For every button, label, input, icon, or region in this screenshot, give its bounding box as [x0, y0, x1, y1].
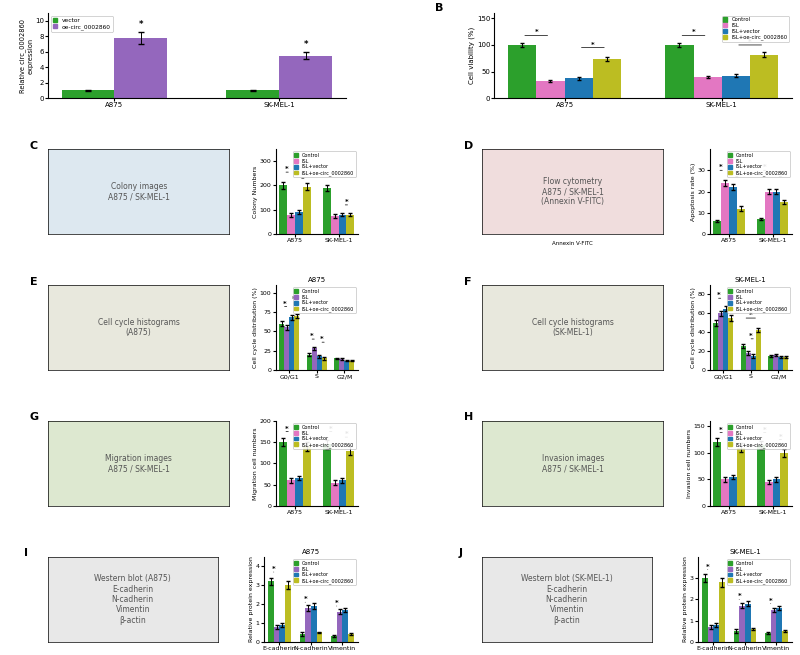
Text: *: *: [345, 199, 348, 205]
Bar: [322, 358, 326, 370]
Y-axis label: Colony Numbers: Colony Numbers: [254, 166, 258, 217]
Text: *: *: [138, 20, 143, 29]
Text: *: *: [735, 171, 738, 177]
Bar: [290, 318, 294, 370]
Bar: [294, 316, 299, 370]
Text: F: F: [464, 276, 471, 286]
Bar: [279, 324, 284, 370]
Bar: [279, 185, 287, 234]
Bar: [226, 90, 279, 98]
Bar: [741, 346, 746, 370]
Text: Colony images
A875 / SK-MEL-1: Colony images A875 / SK-MEL-1: [108, 182, 170, 201]
Bar: [714, 442, 721, 506]
Text: *: *: [591, 42, 594, 48]
Text: C: C: [30, 141, 38, 151]
Y-axis label: Relative circ_0002860
expression: Relative circ_0002860 expression: [20, 18, 34, 92]
Text: H: H: [464, 413, 473, 422]
Text: Cell cycle histograms
(A875): Cell cycle histograms (A875): [98, 318, 180, 337]
Legend: Control, ISL, ISL+vector, ISL+oe-circ_0002860: Control, ISL, ISL+vector, ISL+oe-circ_00…: [293, 151, 355, 178]
Text: *: *: [719, 426, 723, 433]
Title: SK-MEL-1: SK-MEL-1: [735, 277, 766, 283]
Text: Western blot (A875)
E-cadherin
N-cadherin
Vimentin
β-actin: Western blot (A875) E-cadherin N-cadheri…: [94, 574, 171, 625]
Bar: [739, 606, 745, 642]
Bar: [773, 191, 781, 234]
Text: G: G: [30, 413, 39, 422]
Text: Invasion images
A875 / SK-MEL-1: Invasion images A875 / SK-MEL-1: [542, 454, 604, 473]
Bar: [593, 59, 621, 98]
Text: *: *: [769, 597, 773, 604]
Legend: Control, ISL, ISL+vector, ISL+oe-circ_0002860: Control, ISL, ISL+vector, ISL+oe-circ_00…: [726, 559, 790, 585]
Text: *: *: [320, 336, 323, 342]
Text: Western blot (SK-MEL-1)
E-cadherin
N-cadherin
Vimentin
β-actin: Western blot (SK-MEL-1) E-cadherin N-cad…: [521, 574, 613, 625]
Bar: [746, 353, 750, 370]
Bar: [723, 309, 728, 370]
Text: *: *: [335, 600, 338, 606]
Legend: Control, ISL, ISL+vector, ISL+oe-circ_0002860: Control, ISL, ISL+vector, ISL+oe-circ_00…: [726, 288, 790, 313]
Bar: [702, 578, 708, 642]
Text: *: *: [717, 292, 720, 298]
Title: A875: A875: [302, 549, 320, 555]
Bar: [337, 612, 342, 642]
Bar: [338, 215, 346, 234]
Bar: [708, 627, 714, 642]
Text: *: *: [329, 426, 333, 432]
Bar: [330, 483, 338, 506]
Text: *: *: [763, 164, 766, 170]
Bar: [330, 215, 338, 234]
Text: *: *: [345, 431, 348, 437]
Legend: Control, ISL, ISL+vector, ISL+oe-circ_0002860: Control, ISL, ISL+vector, ISL+oe-circ_00…: [726, 423, 790, 449]
Bar: [279, 56, 332, 98]
Text: *: *: [534, 29, 538, 35]
Y-axis label: Cell cycle distribution (%): Cell cycle distribution (%): [691, 287, 696, 368]
Bar: [714, 221, 721, 234]
Bar: [721, 479, 729, 506]
Bar: [274, 627, 279, 642]
Text: *: *: [282, 301, 286, 307]
Bar: [718, 313, 723, 370]
Bar: [765, 482, 773, 506]
Text: *: *: [303, 41, 308, 49]
Bar: [750, 54, 778, 98]
Bar: [536, 81, 565, 98]
Bar: [307, 354, 312, 370]
Bar: [757, 445, 765, 506]
Bar: [719, 582, 725, 642]
Text: B: B: [435, 3, 443, 13]
Text: *: *: [735, 434, 738, 440]
Text: *: *: [738, 593, 741, 599]
Y-axis label: Migration cell numbers: Migration cell numbers: [254, 427, 258, 500]
Bar: [781, 202, 788, 234]
Bar: [323, 188, 330, 234]
Bar: [729, 477, 737, 506]
Bar: [303, 447, 310, 506]
Text: Migration images
A875 / SK-MEL-1: Migration images A875 / SK-MEL-1: [106, 454, 172, 473]
Y-axis label: Cell cycle distribution (%): Cell cycle distribution (%): [254, 287, 258, 368]
Bar: [666, 45, 694, 98]
Bar: [565, 79, 593, 98]
Bar: [284, 328, 290, 370]
Y-axis label: Cell viability (%): Cell viability (%): [469, 27, 475, 84]
Text: *: *: [778, 434, 782, 440]
Bar: [317, 356, 322, 370]
Bar: [311, 606, 317, 642]
Y-axis label: Apoptosis rate (%): Apoptosis rate (%): [691, 162, 696, 221]
Bar: [721, 183, 729, 234]
Bar: [737, 447, 745, 506]
Bar: [728, 318, 733, 370]
Bar: [773, 479, 781, 506]
Y-axis label: Relative protein expression: Relative protein expression: [683, 557, 688, 643]
Bar: [331, 636, 337, 642]
Bar: [756, 330, 761, 370]
Text: *: *: [286, 166, 289, 172]
Text: *: *: [272, 566, 275, 572]
Bar: [694, 77, 722, 98]
Bar: [317, 633, 322, 642]
Text: D: D: [464, 141, 473, 151]
Bar: [342, 610, 348, 642]
Text: *: *: [286, 426, 289, 432]
Bar: [279, 625, 285, 642]
Bar: [346, 215, 354, 234]
Text: Cell cycle histograms
(SK-MEL-1): Cell cycle histograms (SK-MEL-1): [532, 318, 614, 337]
Text: *: *: [778, 171, 782, 177]
Bar: [295, 212, 303, 234]
